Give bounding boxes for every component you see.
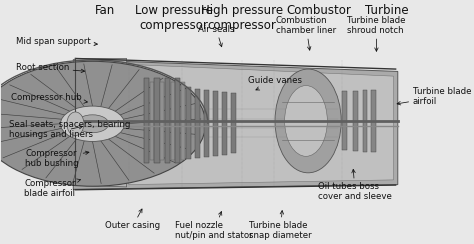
Polygon shape — [73, 60, 398, 189]
FancyBboxPatch shape — [363, 90, 367, 152]
Circle shape — [0, 61, 206, 186]
Text: Turbine blade
airfoil: Turbine blade airfoil — [397, 87, 471, 106]
FancyBboxPatch shape — [144, 79, 149, 163]
Polygon shape — [129, 64, 393, 185]
Text: Turbine blade
snap diameter: Turbine blade snap diameter — [249, 211, 312, 240]
FancyBboxPatch shape — [150, 82, 154, 160]
Text: Fuel nozzle
nut/pin and stator: Fuel nozzle nut/pin and stator — [175, 212, 253, 240]
Text: Fan: Fan — [95, 4, 116, 17]
FancyBboxPatch shape — [371, 90, 376, 152]
Text: Compressor hub: Compressor hub — [11, 93, 87, 103]
Text: Guide vanes: Guide vanes — [248, 76, 302, 90]
FancyBboxPatch shape — [175, 79, 180, 163]
Text: Combustion
chamber liner: Combustion chamber liner — [276, 16, 336, 50]
FancyBboxPatch shape — [342, 92, 347, 150]
Circle shape — [76, 115, 109, 133]
Text: Seal seats, spacers, bearing
housings and liners: Seal seats, spacers, bearing housings an… — [9, 120, 131, 139]
Text: Turbine: Turbine — [365, 4, 409, 17]
Text: Oil tubes boss
cover and sleeve: Oil tubes boss cover and sleeve — [318, 169, 392, 201]
Text: Outer casing: Outer casing — [106, 209, 161, 230]
Ellipse shape — [284, 86, 328, 156]
FancyBboxPatch shape — [165, 79, 170, 163]
Polygon shape — [75, 59, 127, 187]
FancyBboxPatch shape — [160, 82, 164, 160]
Text: Compressor
hub bushing: Compressor hub bushing — [26, 149, 89, 168]
FancyBboxPatch shape — [181, 82, 185, 160]
Text: High pressure
compressor: High pressure compressor — [201, 4, 283, 32]
FancyBboxPatch shape — [204, 90, 209, 157]
FancyBboxPatch shape — [222, 92, 227, 154]
Ellipse shape — [67, 112, 84, 136]
Text: Turbine blade
shroud notch: Turbine blade shroud notch — [347, 16, 406, 51]
Ellipse shape — [275, 69, 341, 173]
FancyBboxPatch shape — [213, 91, 218, 156]
Text: Compressor
blade airfoil: Compressor blade airfoil — [24, 179, 81, 198]
FancyBboxPatch shape — [231, 93, 236, 153]
Text: Root section: Root section — [16, 63, 84, 73]
FancyBboxPatch shape — [186, 87, 191, 159]
FancyBboxPatch shape — [195, 89, 200, 158]
FancyBboxPatch shape — [171, 82, 175, 160]
FancyBboxPatch shape — [353, 91, 358, 151]
Text: Air seals: Air seals — [198, 25, 235, 47]
Circle shape — [61, 106, 125, 142]
Text: Combustor: Combustor — [286, 4, 351, 17]
Text: Low pressure
compressor: Low pressure compressor — [135, 4, 213, 32]
Text: Mid span support: Mid span support — [16, 38, 97, 46]
FancyBboxPatch shape — [155, 79, 160, 163]
